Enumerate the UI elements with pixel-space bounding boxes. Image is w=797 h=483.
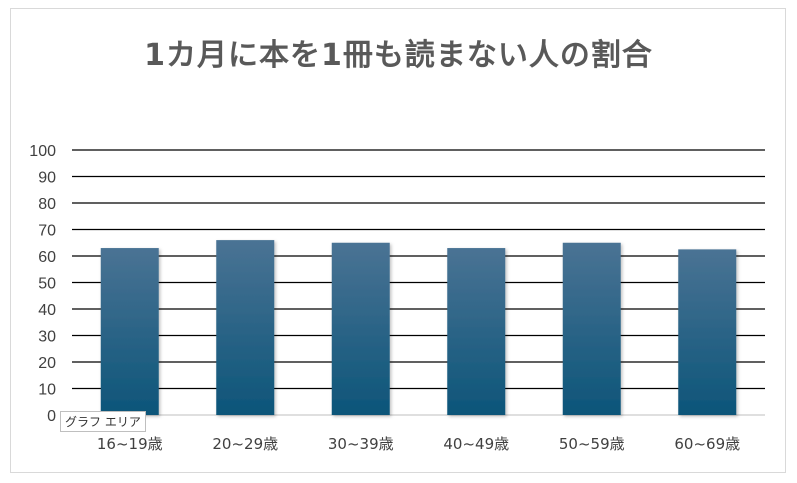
bar[interactable] [447,248,506,415]
y-tick-label: 100 [29,143,56,160]
gridlines [72,149,765,416]
bar[interactable] [562,242,621,415]
x-tick-label: 40~49歳 [443,435,509,453]
y-tick-label: 30 [38,329,56,346]
x-axis: 16~19歳 20~29歳 30~39歳 40~49歳 50~59歳 60~69歳 [97,435,740,453]
y-tick-label: 20 [38,355,56,372]
x-tick-label: 16~19歳 [97,435,163,453]
bars [100,240,737,415]
y-tick-label: 40 [38,302,56,319]
bar[interactable] [331,242,390,415]
x-tick-label: 50~59歳 [559,435,625,453]
y-tick-label: 60 [38,249,56,266]
y-axis: 0 10 20 30 40 50 60 70 80 90 100 [29,143,56,425]
y-tick-label: 50 [38,276,56,293]
y-tick-label: 70 [38,223,56,240]
bar[interactable] [216,240,275,415]
bar[interactable] [678,249,737,415]
y-tick-label: 0 [47,408,56,425]
tooltip-chart-area: グラフ エリア [60,411,146,432]
x-tick-label: 60~69歳 [674,435,740,453]
bar[interactable] [100,248,159,415]
y-tick-label: 90 [38,170,56,187]
chart-title: 1カ月に本を1冊も読まない人の割合 [144,38,653,73]
x-tick-label: 30~39歳 [328,435,394,453]
y-tick-label: 80 [38,196,56,213]
x-tick-label: 20~29歳 [212,435,278,453]
y-tick-label: 10 [38,382,56,399]
